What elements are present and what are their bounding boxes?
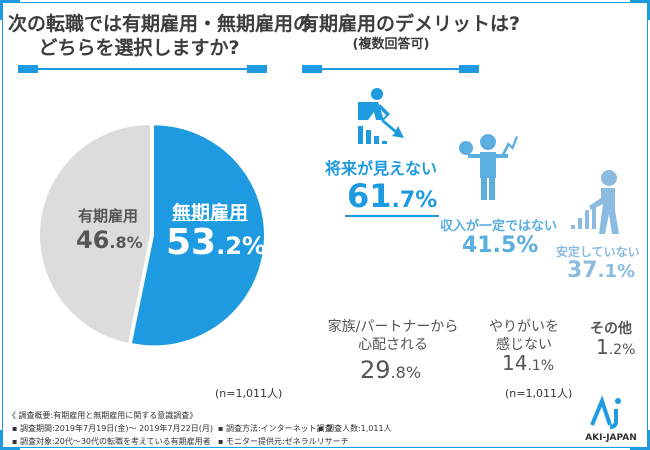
item-label-family: 家族/パートナーから 心配される xyxy=(327,319,459,353)
value-dec: .7% xyxy=(391,188,438,213)
value-dec: .1% xyxy=(527,358,555,374)
pie-value-permanent: 53.2% xyxy=(166,222,266,263)
value-int: 1 xyxy=(596,335,609,359)
value-dec: .2% xyxy=(608,342,636,358)
survey-count: ▪ 調査人数:1,011人 xyxy=(318,424,392,433)
logo-mark xyxy=(590,395,621,429)
right-sample-size: (n=1,011人) xyxy=(505,387,573,400)
old-man-bar-graph-icon xyxy=(571,170,619,234)
value-dec: .1% xyxy=(597,261,636,282)
value-int: 29 xyxy=(360,356,391,384)
value-dec: .8% xyxy=(109,233,143,252)
item-label-other: その他 xyxy=(590,321,632,337)
item-label-motivation: やりがいを 感じない xyxy=(489,319,559,353)
left-title-underline xyxy=(18,65,267,73)
item-value-other: 1.2% xyxy=(596,335,635,359)
survey-summary: 《 調査概要:有期雇用と無期雇用に関する意識調査》 xyxy=(8,411,198,420)
value-int: 61 xyxy=(347,177,392,215)
right-subtitle: (複数回答可) xyxy=(352,37,430,52)
left-title-line1: 次の転職では有期雇用・無期雇用の xyxy=(8,13,313,35)
item-label-income: 収入が一定ではない xyxy=(440,219,558,234)
corner-accent xyxy=(630,0,650,20)
value-int: 37 xyxy=(567,258,598,283)
item-value-motivation: 14.1% xyxy=(502,351,554,375)
right-title: 有期雇用のデメリットは? (複数回答可) xyxy=(300,12,521,54)
survey-target: ▪ 調査対象:20代～30代の転職を考えている有期雇用者 xyxy=(12,437,211,446)
right-title-main: 有期雇用のデメリットは? xyxy=(300,13,521,35)
value-int: 41 xyxy=(462,233,493,258)
value-int: 53 xyxy=(166,222,217,263)
left-sample-size: (n=1,011人) xyxy=(215,387,283,400)
pie-slice-permanent xyxy=(132,125,264,346)
item-label-stability: 安定していない xyxy=(556,245,640,259)
pie-chart xyxy=(40,125,264,346)
survey-method: ▪ 調査方法:インターネット調査 xyxy=(218,424,333,433)
aki-japan-logo: AKI-JAPAN xyxy=(580,395,642,445)
left-title: 次の転職では有期雇用・無期雇用の どちらを選択しますか? xyxy=(8,12,313,60)
pie-label-fixed-term: 有期雇用 xyxy=(78,207,139,225)
item-value-stability: 37.1% xyxy=(567,258,635,283)
value-dec: .2% xyxy=(216,232,266,260)
value-dec: .8% xyxy=(390,363,422,382)
left-title-line2: どちらを選択しますか? xyxy=(38,37,240,59)
worried-man-declining-graph-icon xyxy=(358,88,404,144)
corner-accent xyxy=(630,430,650,450)
item-value-future: 61.7% xyxy=(345,177,440,217)
corner-accent xyxy=(0,0,20,20)
value-int: 14 xyxy=(502,351,528,375)
pie-label-permanent: 無期雇用 xyxy=(172,202,249,224)
value-dec: .5% xyxy=(492,233,539,258)
pie-slice-fixed-term xyxy=(40,125,150,343)
corner-accent xyxy=(0,430,20,450)
man-money-bag-icon xyxy=(459,134,518,200)
item-value-income: 41.5% xyxy=(462,233,538,258)
survey-provider: ▪ モニター提供元:ゼネラルリサーチ xyxy=(218,437,349,446)
right-title-underline xyxy=(302,65,479,73)
item-value-family: 29.8% xyxy=(360,356,421,384)
pie-value-fixed-term: 46.8% xyxy=(76,226,143,254)
survey-period: ▪ 調査期間:2019年7月19日(金)～ 2019年7月22日(月) xyxy=(12,424,213,433)
item-label-future: 将来が見えない xyxy=(325,159,438,178)
value-int: 46 xyxy=(76,226,110,254)
